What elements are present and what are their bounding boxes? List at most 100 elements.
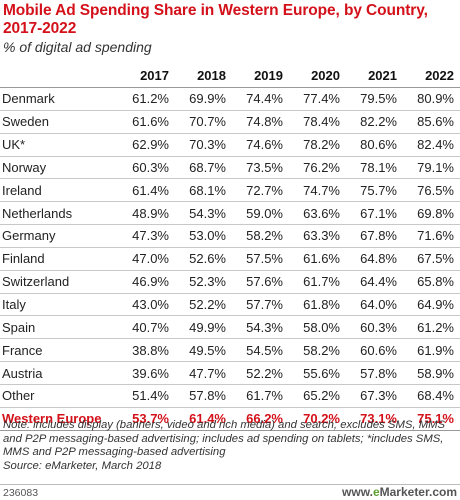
column-header: 2021 [346,64,403,88]
table-cell: 54.3% [175,201,232,226]
table-cell: 40.7% [118,315,175,340]
table-cell: 74.8% [232,110,289,134]
table-row: Finland 47.0% 52.6% 57.5% 61.6% 64.8% 67.5% [0,247,460,271]
table-cell: 57.5% [232,247,289,271]
column-header: 2019 [232,64,289,88]
table-cell: 47.3% [118,224,175,248]
table-cell: 79.5% [346,87,403,111]
table-cell: 82.2% [346,110,403,134]
row-label: Ireland [0,178,118,203]
table-cell: 59.0% [232,201,289,226]
table-cell: 68.4% [403,384,460,408]
table-cell: 78.4% [289,110,346,134]
table-body: Denmark 61.2% 69.9% 74.4% 77.4% 79.5% 80.9% Swe… [0,87,460,431]
table-cell: 75.1% [403,407,460,431]
logo-e: e [372,485,380,499]
table-cell: 67.8% [346,224,403,248]
table-cell: 61.2% [118,87,175,111]
note-text: Note: includes display (banners, video a… [3,419,446,458]
table-cell: 73.1% [346,407,403,431]
table-cell: 74.6% [232,133,289,157]
table-cell: 58.0% [289,315,346,340]
table-cell: 60.3% [346,315,403,340]
table-cell: 53.0% [175,224,232,248]
table-cell: 61.7% [232,384,289,408]
table-cell: 58.2% [232,224,289,248]
table-cell: 61.8% [289,293,346,317]
table-row: Netherlands 48.9% 54.3% 59.0% 63.6% 67.1% 69.8… [0,201,460,226]
table-row: Denmark 61.2% 69.9% 74.4% 77.4% 79.5% 80.9% [0,87,460,111]
header-corner [0,64,118,88]
table-cell: 47.7% [175,361,232,385]
table-row: Other 51.4% 57.8% 61.7% 65.2% 67.3% 68.4% [0,384,460,408]
column-header: 2017 [118,64,175,88]
table-cell: 85.6% [403,110,460,134]
row-label: Denmark [0,87,118,111]
row-label: Finland [0,247,118,271]
row-label: France [0,338,118,363]
chart-subtitle: % of digital ad spending [3,39,152,55]
table-cell: 61.4% [118,178,175,203]
table-cell: 52.2% [175,293,232,317]
table-cell: 61.7% [289,270,346,294]
logo-suffix: Marketer.com [379,485,457,499]
table-cell: 60.3% [118,156,175,180]
table-row: UK* 62.9% 70.3% 74.6% 78.2% 80.6% 82.4% [0,133,460,157]
table-cell: 75.7% [346,178,403,203]
table-row: Switzerland 46.9% 52.3% 57.6% 61.7% 64.4% 65.8… [0,270,460,294]
table-cell: 66.2% [232,407,289,431]
table-cell: 77.4% [289,87,346,111]
table-cell: 52.2% [232,361,289,385]
table-cell: 54.5% [232,338,289,363]
table-cell: 58.9% [403,361,460,385]
column-header: 2018 [175,64,232,88]
row-label: Western Europe [0,407,118,431]
table-cell: 65.2% [289,384,346,408]
row-label: Sweden [0,110,118,134]
table-cell: 48.9% [118,201,175,226]
table-cell: 78.2% [289,133,346,157]
row-label: Italy [0,293,118,317]
row-label: Norway [0,156,118,180]
table-cell: 64.9% [403,293,460,317]
table-cell: 80.6% [346,133,403,157]
footer: 236083 www.eMarketer.com [0,484,460,500]
table-cell: 61.2% [403,315,460,340]
table-cell: 64.8% [346,247,403,271]
table-cell: 63.3% [289,224,346,248]
row-label: Switzerland [0,270,118,294]
table-cell: 52.3% [175,270,232,294]
chart-id: 236083 [3,487,39,499]
table-cell: 60.6% [346,338,403,363]
table-cell: 78.1% [346,156,403,180]
table-cell: 61.6% [118,110,175,134]
table-row: Sweden 61.6% 70.7% 74.8% 78.4% 82.2% 85.6% [0,110,460,134]
table-cell: 74.4% [232,87,289,111]
emarketer-logo: www.eMarketer.com [342,485,457,499]
table-row: Norway 60.3% 68.7% 73.5% 76.2% 78.1% 79.1% [0,156,460,180]
table-cell: 46.9% [118,270,175,294]
table-cell: 61.6% [289,247,346,271]
table-cell: 65.8% [403,270,460,294]
column-header: 2020 [289,64,346,88]
table-cell: 57.7% [232,293,289,317]
table-cell: 52.6% [175,247,232,271]
row-label: Spain [0,315,118,340]
table-cell: 70.2% [289,407,346,431]
chart-title: Mobile Ad Spending Share in Western Euro… [3,2,428,37]
table-cell: 49.9% [175,315,232,340]
table-cell: 64.4% [346,270,403,294]
table-row: Ireland 61.4% 68.1% 72.7% 74.7% 75.7% 76.5% [0,178,460,203]
table-cell: 49.5% [175,338,232,363]
header-row: 2017 2018 2019 2020 2021 2022 [0,64,460,88]
table-cell: 57.8% [175,384,232,408]
table-cell: 62.9% [118,133,175,157]
table-cell: 71.6% [403,224,460,248]
logo-prefix: www. [342,485,373,499]
table-cell: 63.6% [289,201,346,226]
table-cell: 57.6% [232,270,289,294]
row-label: UK* [0,133,118,157]
table-cell: 68.1% [175,178,232,203]
table-cell: 80.9% [403,87,460,111]
column-header: 2022 [403,64,460,88]
